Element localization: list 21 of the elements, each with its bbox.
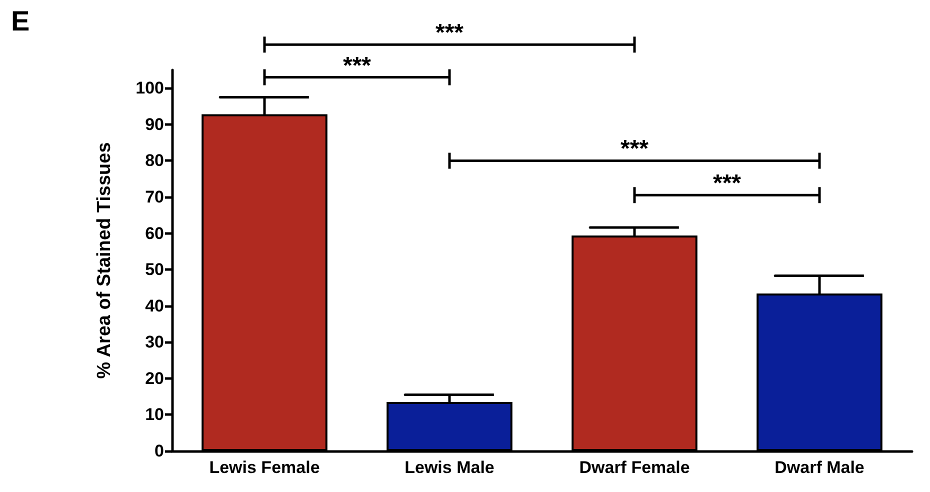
x-tick-label: Lewis Female [209,458,320,477]
y-tick-label: 0 [154,442,164,460]
y-tick-label: 60 [145,224,164,243]
y-axis-title: % Area of Stained Tissues [94,142,115,379]
y-tick-label: 70 [145,188,164,206]
y-tick-label: 30 [145,332,164,352]
y-tick-label: 90 [145,114,164,134]
y-tick-label: 100 [136,78,164,98]
x-tick-label: Dwarf Female [579,458,690,477]
annotation: *** [620,136,650,163]
y-tick-label: 50 [145,260,164,280]
annotation: *** [342,52,372,80]
chart-title: E [11,6,30,36]
y-tick-label: 10 [145,405,164,424]
x-tick-label: Lewis Male [404,458,494,477]
y-tick-label: 40 [145,296,164,316]
text: *** [435,20,464,47]
annotation: *** [712,170,742,198]
y-tick-label: 80 [145,151,164,170]
x-tick-label: Dwarf Male [774,458,864,477]
y-tick-label: 20 [145,368,164,388]
